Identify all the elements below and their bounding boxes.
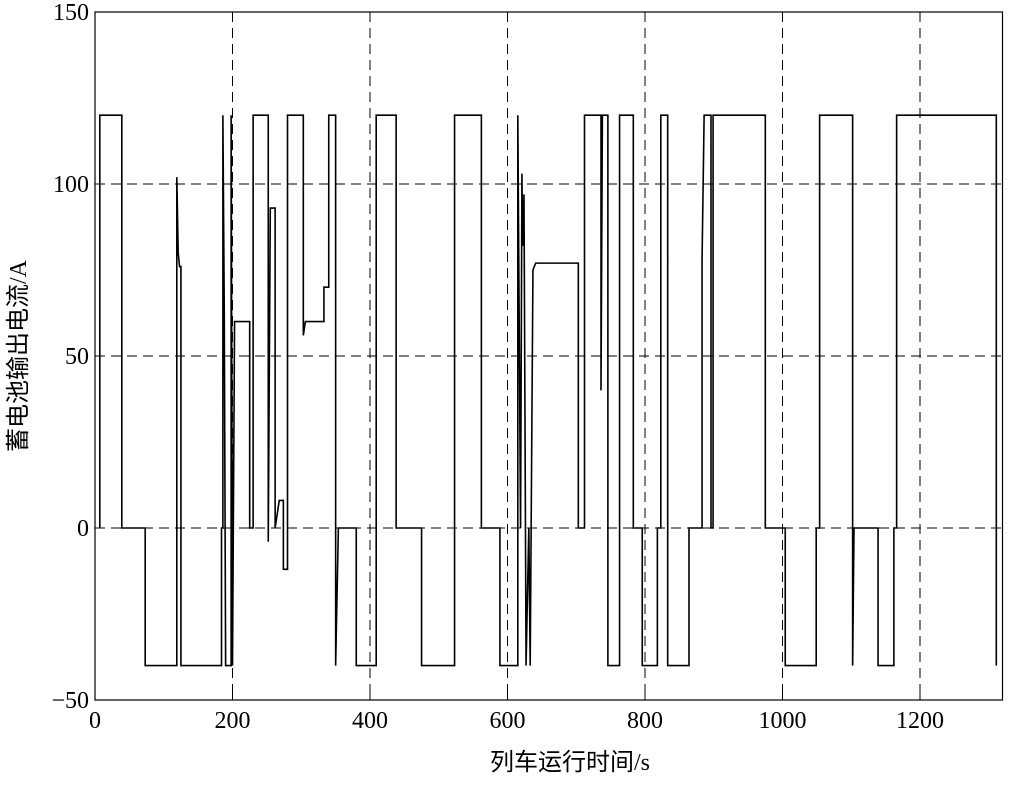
x-tick-label: 400 xyxy=(352,708,388,734)
x-tick-label: 600 xyxy=(490,708,526,734)
y-tick-label: −50 xyxy=(51,688,89,714)
data-line xyxy=(99,114,998,667)
y-tick-label: 0 xyxy=(77,516,89,542)
plot-frame xyxy=(94,11,1004,701)
x-tick-label: 200 xyxy=(215,708,251,734)
x-tick-label: 1000 xyxy=(759,708,807,734)
y-axis-label: 蓄电池输出电流/A xyxy=(5,259,32,452)
x-tick-label: 800 xyxy=(627,708,663,734)
y-tick-label: 100 xyxy=(53,172,89,198)
x-axis-label: 列车运行时间/s xyxy=(490,749,650,776)
y-tick-label: 150 xyxy=(53,0,89,26)
x-tick-label: 1200 xyxy=(896,708,944,734)
x-tick-label: 0 xyxy=(89,708,101,734)
y-tick-label: 50 xyxy=(65,344,89,370)
